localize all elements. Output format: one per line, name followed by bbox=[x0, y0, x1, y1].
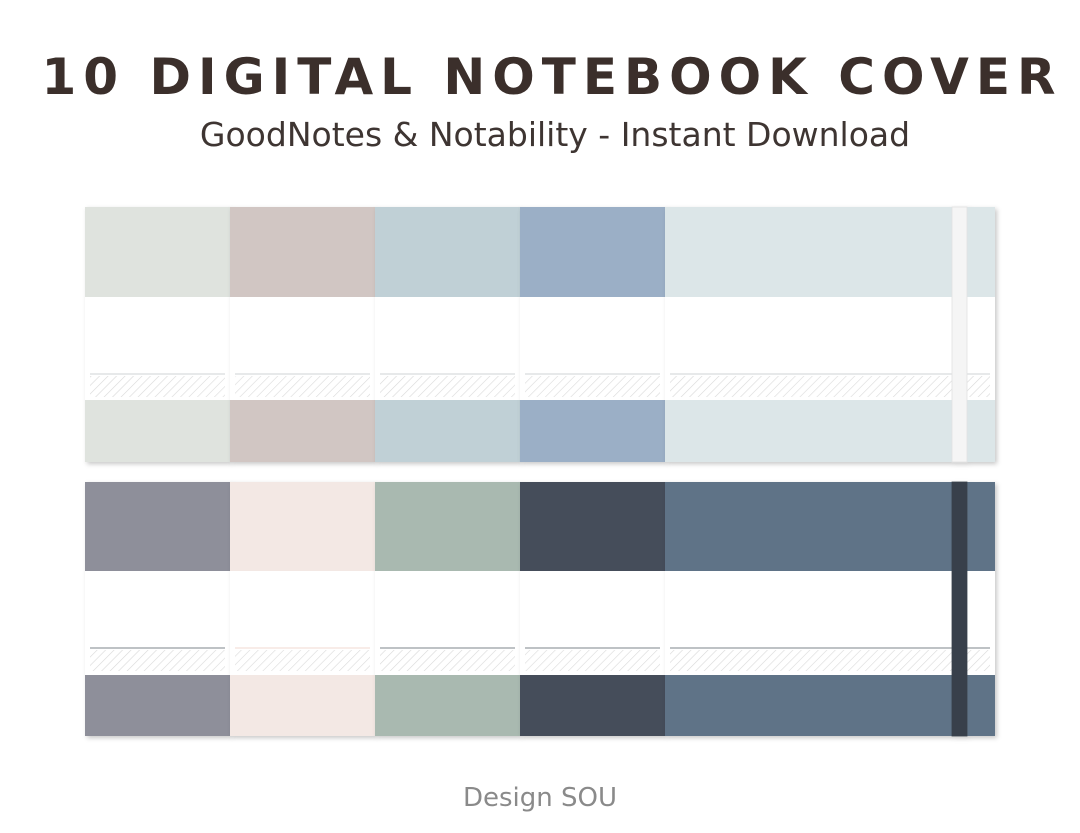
elastic-band bbox=[951, 206, 968, 463]
notebook-cover bbox=[375, 207, 520, 462]
credit: Design SOU bbox=[463, 783, 617, 813]
label-hatch bbox=[380, 650, 515, 671]
title: 10 DIGITAL NOTEBOOK COVER bbox=[41, 48, 1062, 106]
label-hatch bbox=[670, 650, 990, 671]
notebook-cover bbox=[230, 482, 375, 736]
notebook-cover bbox=[230, 207, 375, 462]
label-hatch bbox=[380, 376, 515, 397]
label-hatch bbox=[525, 376, 660, 397]
notebook-cover bbox=[665, 206, 995, 463]
notebook-cover bbox=[85, 207, 230, 462]
notebook-cover bbox=[520, 207, 665, 462]
label-hatch bbox=[525, 650, 660, 671]
label-hatch bbox=[235, 650, 370, 671]
label-hatch bbox=[235, 376, 370, 397]
notebook-cover bbox=[85, 482, 230, 736]
elastic-band bbox=[951, 481, 968, 737]
label-hatch bbox=[90, 376, 225, 397]
label-hatch bbox=[90, 650, 225, 671]
notebook-cover bbox=[375, 482, 520, 736]
subtitle: GoodNotes & Notability - Instant Downloa… bbox=[200, 115, 910, 154]
notebook-covers bbox=[85, 206, 995, 737]
notebook-cover bbox=[665, 481, 995, 737]
notebook-cover bbox=[520, 482, 665, 736]
label-hatch bbox=[670, 376, 990, 397]
